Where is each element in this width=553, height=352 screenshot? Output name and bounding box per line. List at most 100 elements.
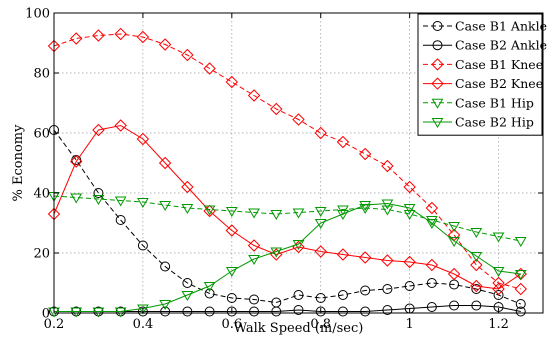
data-point (270, 210, 283, 220)
data-point (448, 237, 460, 247)
data-point (181, 204, 194, 214)
data-point (381, 159, 394, 173)
legend-marker (432, 40, 443, 51)
data-point (514, 270, 527, 280)
data-point (358, 251, 372, 264)
data-point (470, 279, 483, 293)
data-point (314, 126, 327, 140)
data-point (182, 306, 193, 317)
x-tick-label: 1 (405, 317, 413, 332)
data-point (181, 291, 194, 301)
legend-item: Case B2 Knee (423, 76, 543, 91)
data-point (115, 215, 126, 225)
data-point (158, 38, 172, 51)
data-point (137, 306, 148, 317)
data-point (247, 89, 261, 102)
data-point (159, 300, 172, 310)
data-point (271, 306, 282, 317)
data-point (492, 267, 505, 277)
data-point (403, 210, 416, 220)
y-tick-label: 100 (25, 7, 50, 22)
data-point (381, 205, 394, 216)
data-point (337, 306, 348, 317)
data-point (449, 300, 460, 311)
data-point (337, 290, 348, 300)
data-point (203, 205, 216, 216)
data-point (114, 27, 127, 41)
data-point (160, 306, 171, 317)
legend: Case B1 Ankle Case B2 Ankle Case B1 Knee Ca… (417, 13, 547, 136)
y-axis-label: % Economy (11, 124, 26, 202)
data-point (181, 48, 194, 62)
data-point (315, 293, 326, 303)
data-point (314, 207, 327, 217)
data-point (492, 232, 505, 243)
data-point (382, 305, 393, 315)
data-point (404, 281, 415, 291)
data-point (358, 147, 372, 161)
x-tick-label: 1.2 (488, 317, 509, 332)
series-case-b1-ankle (49, 125, 526, 309)
data-point (93, 188, 104, 198)
legend-label: Case B2 Hip (455, 115, 534, 130)
legend-marker (431, 58, 444, 71)
data-point (470, 252, 483, 262)
data-point (426, 278, 437, 288)
data-point (360, 306, 371, 317)
data-point (514, 282, 527, 296)
series-case-b2-hip (48, 199, 527, 318)
data-point (425, 258, 439, 272)
legend-label: Case B2 Knee (455, 76, 543, 91)
data-point (225, 224, 239, 237)
data-point (470, 228, 483, 238)
data-point (92, 307, 105, 318)
data-point (448, 222, 460, 232)
y-tick-label: 80 (33, 67, 50, 82)
data-point (137, 198, 149, 208)
x-axis-label: Walk Speed (m/sec) (234, 321, 364, 336)
legend-label: Case B1 Hip (455, 95, 534, 110)
data-point (315, 306, 326, 317)
data-point (136, 30, 150, 44)
data-point (471, 300, 482, 311)
legend-box (417, 13, 543, 136)
data-point (515, 306, 526, 317)
legend-item: Case B1 Knee (423, 57, 543, 72)
data-point (204, 288, 215, 299)
data-point (359, 201, 372, 211)
data-point (114, 196, 127, 207)
series-line (53, 129, 521, 305)
data-point (92, 195, 105, 205)
data-point (226, 306, 237, 317)
data-point (248, 255, 260, 265)
y-tick-label: 0 (42, 307, 50, 322)
legend-item: Case B1 Hip (423, 95, 534, 110)
data-point (314, 245, 327, 258)
data-point (403, 255, 416, 269)
data-point (203, 282, 216, 292)
data-point (337, 210, 349, 220)
data-point (493, 290, 504, 300)
series-line (53, 124, 522, 290)
data-point (70, 307, 83, 318)
data-point (471, 284, 482, 294)
data-point (292, 113, 305, 126)
data-point (382, 284, 393, 294)
data-point (425, 219, 438, 229)
data-point (381, 254, 394, 267)
data-point (137, 304, 149, 315)
legend-label: Case B2 Ankle (455, 38, 547, 53)
data-point (492, 282, 505, 296)
y-tick-label: 20 (33, 247, 50, 262)
x-tick-label: 0.8 (310, 317, 331, 332)
data-point (425, 201, 439, 215)
data-point (293, 305, 304, 315)
series-line (54, 305, 521, 312)
data-point (226, 293, 237, 303)
data-point (203, 62, 216, 75)
data-point (136, 132, 150, 146)
legend-marker (431, 98, 444, 109)
data-point (225, 75, 239, 89)
series-line (54, 202, 521, 312)
